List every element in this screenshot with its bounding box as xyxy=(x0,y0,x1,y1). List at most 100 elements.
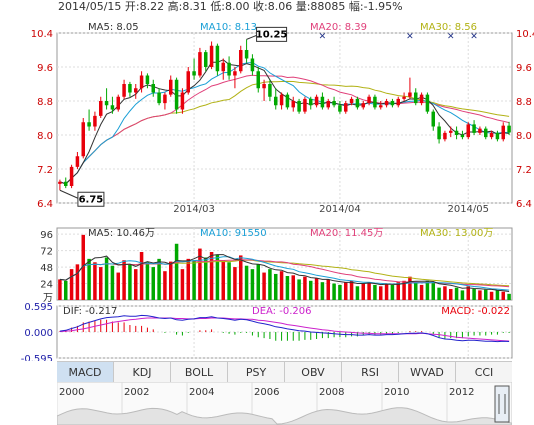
tab-psy[interactable]: PSY xyxy=(228,362,285,383)
price-x-tick: 2014/04 xyxy=(319,204,361,215)
candle-body xyxy=(443,132,447,140)
candle-body xyxy=(349,98,354,104)
volume-bar xyxy=(425,280,430,300)
candle-body xyxy=(186,71,190,93)
candle-body xyxy=(431,111,435,127)
macd-dif-label: DIF: -0.217 xyxy=(63,306,117,317)
volume-bar xyxy=(326,279,330,300)
tab-wvad[interactable]: WVAD xyxy=(399,362,456,383)
candle-body xyxy=(437,126,441,140)
price-ma-label: MA10: 8.13 xyxy=(200,22,257,33)
price-y-tick-left: 9.6 xyxy=(37,63,53,74)
volume-bar xyxy=(396,282,400,300)
candle-body xyxy=(367,96,371,104)
candle-body xyxy=(414,92,418,104)
tab-obv[interactable]: OBV xyxy=(285,362,342,383)
macd-y-tick: 0.595 xyxy=(24,302,53,313)
volume-bar xyxy=(204,257,208,300)
candle-body xyxy=(338,105,342,112)
navigator-year-label: 2006 xyxy=(254,387,279,398)
candle-body xyxy=(396,98,400,106)
volume-bar xyxy=(274,273,278,300)
volume-y-tick: 72 xyxy=(40,247,53,258)
volume-bar xyxy=(332,283,336,300)
volume-ma-label: MA5: 10.46万 xyxy=(88,228,155,239)
candle-body xyxy=(495,132,500,140)
candle-body xyxy=(460,135,465,138)
navigator-year-label: 2002 xyxy=(124,387,149,398)
candle-body xyxy=(262,84,266,89)
price-panel-grid: 10.4 10.4 9.6 9.6 8.8 8.8 8.0 8.0 7.2 7.2 6.4 6.4 20… xyxy=(31,29,534,215)
candle-body xyxy=(250,58,255,72)
price-panel-frame xyxy=(56,32,513,204)
candle-body xyxy=(489,132,494,138)
macd-lines xyxy=(59,314,510,343)
volume-bar xyxy=(215,254,220,300)
volume-bar xyxy=(116,272,120,300)
candle-body xyxy=(227,62,231,76)
timeline-navigator[interactable]: 2000 2002 2004 2006 2008 2010 2012 xyxy=(57,382,512,425)
high-marker-line xyxy=(246,34,257,40)
candle-body xyxy=(75,156,80,167)
candle-body xyxy=(239,50,243,72)
candle-body xyxy=(419,94,424,104)
tab-boll[interactable]: BOLL xyxy=(171,362,228,383)
navigator-range-handle xyxy=(494,385,510,423)
volume-bar xyxy=(93,262,97,300)
candle-body xyxy=(221,62,225,72)
volume-panel-grid: 96 72 48 24 万 xyxy=(40,227,513,304)
candle-body xyxy=(198,52,202,76)
volume-bar xyxy=(309,280,313,300)
candle-body xyxy=(134,88,138,93)
candle-body xyxy=(314,96,319,106)
tab-rsi[interactable]: RSI xyxy=(342,362,399,383)
volume-bar xyxy=(443,286,447,300)
price-y-tick-right: 10.4 xyxy=(516,29,534,40)
quote-low: 低:8.00 xyxy=(210,0,250,13)
candle-body xyxy=(69,166,74,186)
volume-bar xyxy=(449,289,453,300)
volume-bar xyxy=(139,252,144,300)
candle-body xyxy=(128,84,132,93)
navigator-history-area xyxy=(57,407,512,425)
event-marker-icon: ✕ xyxy=(470,32,478,42)
candle-body xyxy=(204,52,208,67)
macd-panel-labels: DIF: -0.217 DEA: -0.206 MACD: -0.022 xyxy=(63,306,510,317)
volume-bar xyxy=(303,276,307,300)
tab-kdj[interactable]: KDJ xyxy=(114,362,171,383)
volume-bar xyxy=(460,290,465,300)
candle-body xyxy=(215,45,220,72)
candle-body xyxy=(87,122,91,127)
dif-line xyxy=(59,314,510,343)
price-y-tick-left: 10.4 xyxy=(31,29,53,40)
volume-bar xyxy=(151,267,155,300)
volume-bar xyxy=(314,278,319,300)
high-marker-text: 10.25 xyxy=(256,29,288,40)
navigator-year-label: 2008 xyxy=(319,387,344,398)
volume-bar xyxy=(58,279,62,300)
volume-bar xyxy=(198,248,202,300)
price-y-tick-left: 6.4 xyxy=(37,199,53,210)
volume-bar xyxy=(128,264,132,300)
price-ma-label: MA30: 8.56 xyxy=(420,22,477,33)
volume-ma-label: MA10: 91550 xyxy=(200,228,267,239)
price-y-tick-left: 7.2 xyxy=(37,165,53,176)
volume-panel-frame xyxy=(56,227,513,301)
candle-body xyxy=(256,71,260,89)
tab-cci[interactable]: CCI xyxy=(474,366,494,379)
volume-bar xyxy=(75,264,80,300)
volume-bar xyxy=(338,284,342,300)
volume-bar xyxy=(285,276,290,300)
candle-body xyxy=(472,124,476,133)
price-ma-label: MA5: 8.05 xyxy=(88,22,139,33)
stock-chart[interactable]: 10.4 10.4 9.6 9.6 8.8 8.8 8.0 8.0 7.2 7.2 6.4 6.4 20… xyxy=(0,0,534,361)
candle-body xyxy=(145,75,150,84)
volume-bar xyxy=(64,280,68,300)
candle-body xyxy=(151,84,155,93)
candle-body xyxy=(291,101,295,108)
tab-macd[interactable]: MACD xyxy=(57,362,114,383)
volume-ma-label: MA20: 11.45万 xyxy=(310,228,383,239)
volume-bar xyxy=(367,282,371,300)
macd-y-tick: 0.000 xyxy=(24,328,53,339)
candle-body xyxy=(408,92,412,97)
